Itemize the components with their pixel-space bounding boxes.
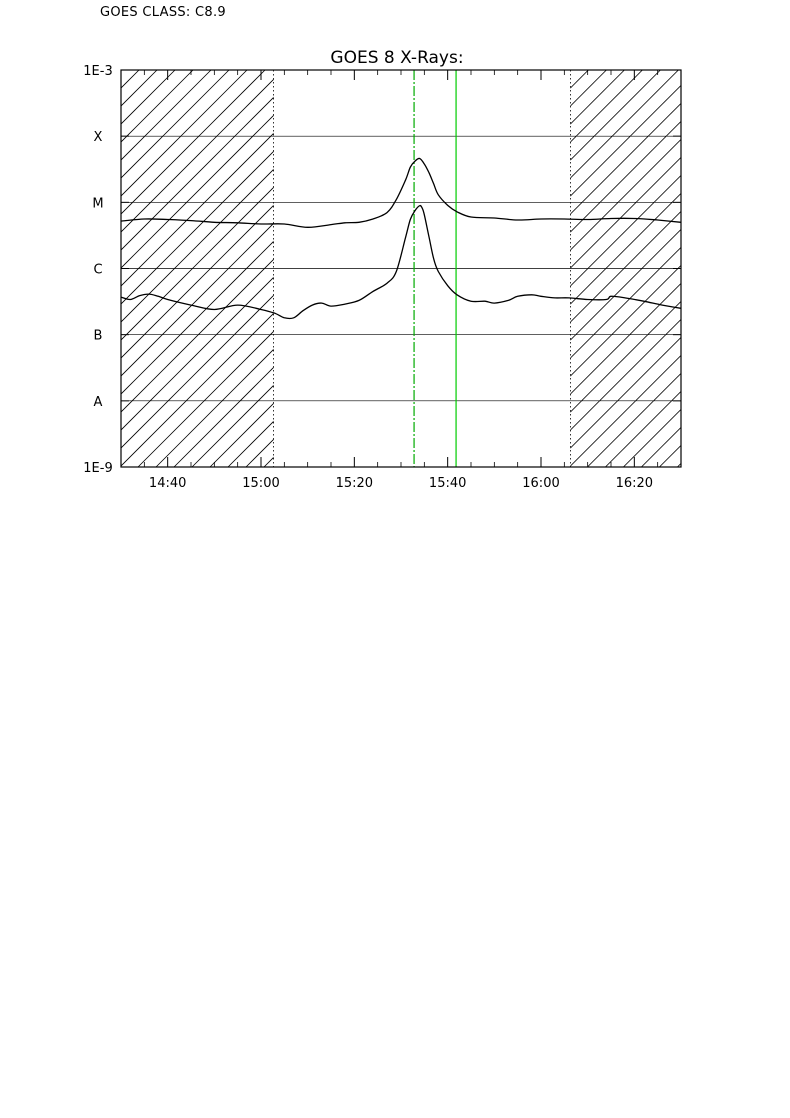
y-tick-label: 1E-3 — [83, 64, 112, 79]
y-tick-label: C — [93, 263, 102, 278]
x-tick-label: 16:00 — [522, 476, 559, 491]
grid-lines — [121, 70, 681, 467]
x-tick-label: 15:40 — [429, 476, 466, 491]
goes-class-label: GOES CLASS: C8.9 — [100, 5, 226, 20]
y-tick-label: X — [94, 130, 103, 145]
x-tick-label: 14:40 — [149, 476, 186, 491]
y-tick-label: M — [92, 196, 103, 211]
hatch-line — [121, 70, 140, 89]
x-tick-label: 15:20 — [336, 476, 373, 491]
series-line — [121, 157, 681, 228]
x-tick-label: 15:00 — [242, 476, 279, 491]
y-tick-label: 1E-9 — [83, 461, 112, 476]
series-lines — [121, 157, 681, 320]
hatch-line — [677, 462, 681, 467]
axis-labels: 1E-9 A B C M X 1E-3 14:40 15:00 15:20 15:40 16:00 16… — [83, 64, 653, 491]
hatch-line — [121, 70, 122, 71]
series-line — [121, 204, 681, 320]
y-tick-label: A — [94, 395, 103, 410]
chart-title: GOES 8 X-Rays: — [330, 48, 463, 68]
flare-markers — [413, 70, 457, 467]
x-tick-label: 16:20 — [616, 476, 653, 491]
y-tick-label: B — [94, 329, 103, 344]
axis-ticks — [120, 69, 682, 468]
